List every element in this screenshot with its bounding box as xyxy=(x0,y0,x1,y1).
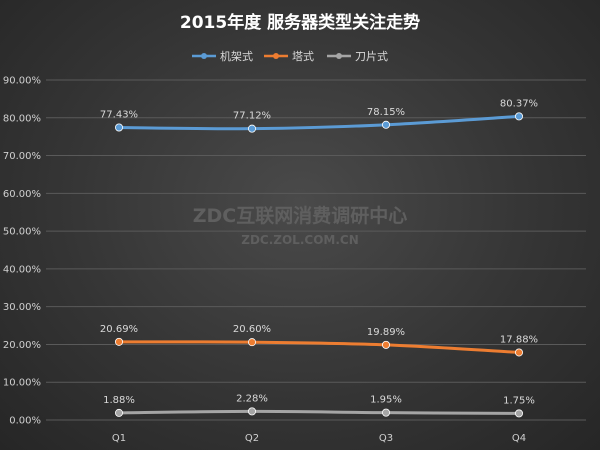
y-tick-label: 80.00% xyxy=(3,113,41,124)
legend-label: 塔式 xyxy=(292,50,314,63)
data-label: 1.95% xyxy=(370,395,402,406)
series-line xyxy=(117,409,521,415)
data-point xyxy=(247,338,256,347)
data-point xyxy=(247,124,256,133)
data-label: 19.89% xyxy=(367,327,405,338)
legend-swatch-marker xyxy=(273,53,279,59)
y-tick-label: 30.00% xyxy=(3,302,41,313)
data-label: 20.60% xyxy=(233,324,271,335)
y-tick-label: 20.00% xyxy=(3,340,41,351)
x-tick-label: Q1 xyxy=(112,433,126,444)
series-group: 77.43% 77.12% 78.15% 80.37% 20.69% 20.60% 19.8… xyxy=(100,98,538,418)
data-point xyxy=(515,348,524,357)
data-point xyxy=(381,408,390,417)
y-tick-label: 0.00% xyxy=(9,416,41,427)
legend-label: 机架式 xyxy=(220,49,253,63)
series-line xyxy=(117,114,521,131)
data-label: 17.88% xyxy=(500,334,538,345)
y-tick-label: 50.00% xyxy=(3,227,41,238)
watermark-title: ZDC互联网消费调研中心 xyxy=(193,204,408,227)
y-tick-label: 10.00% xyxy=(3,378,41,389)
data-point xyxy=(115,408,124,417)
data-point xyxy=(115,123,124,132)
series-line xyxy=(117,340,521,354)
y-tick-label: 70.00% xyxy=(3,151,41,162)
y-axis: 0.00% 10.00% 20.00% 30.00% 40.00% 50.00% 60.00… xyxy=(3,76,41,427)
data-point xyxy=(381,120,390,129)
data-label: 77.12% xyxy=(233,111,271,122)
data-label: 80.37% xyxy=(500,98,538,109)
data-point xyxy=(381,340,390,349)
x-tick-label: Q2 xyxy=(245,433,259,444)
data-label: 1.88% xyxy=(103,395,135,406)
watermark: ZDC互联网消费调研中心 ZDC.ZOL.COM.CN xyxy=(193,204,408,247)
data-label: 1.75% xyxy=(503,395,535,406)
data-point xyxy=(247,407,256,416)
chart-title: 2015年度 服务器类型关注走势 xyxy=(180,12,420,33)
x-tick-label: Q3 xyxy=(379,433,393,444)
legend-swatch-marker xyxy=(336,53,342,59)
x-axis: Q1 Q2 Q3 Q4 xyxy=(112,433,526,444)
x-tick-label: Q4 xyxy=(512,433,526,444)
data-label: 77.43% xyxy=(100,109,138,120)
data-label: 2.28% xyxy=(236,393,268,404)
y-tick-label: 90.00% xyxy=(3,76,41,87)
watermark-url: ZDC.ZOL.COM.CN xyxy=(241,233,359,247)
y-tick-label: 60.00% xyxy=(3,189,41,200)
data-point xyxy=(115,337,124,346)
data-point xyxy=(515,409,524,418)
legend: 机架式 塔式 刀片式 xyxy=(192,49,388,63)
data-label: 20.69% xyxy=(100,324,138,335)
data-label: 78.15% xyxy=(367,107,405,118)
y-tick-label: 40.00% xyxy=(3,264,41,275)
legend-label: 刀片式 xyxy=(355,50,388,63)
data-point xyxy=(515,112,524,121)
gridlines xyxy=(46,79,586,421)
legend-swatch-marker xyxy=(201,53,207,59)
